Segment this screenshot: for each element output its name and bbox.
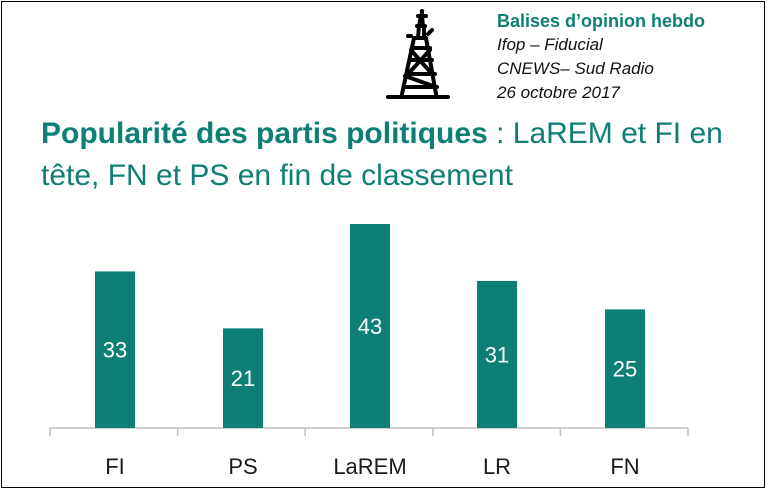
bar-value-label: 33: [103, 338, 127, 363]
headline-rest: : LaREM et FI en tête, FN et PS en fin d…: [41, 117, 723, 192]
report-source-media: CNEWS– Sud Radio: [497, 59, 654, 78]
bar-value-label: 25: [613, 357, 637, 382]
bar-fi: [95, 271, 135, 428]
report-date: 26 octobre 2017: [497, 83, 620, 102]
bar-fn: [605, 309, 645, 428]
category-label: FN: [610, 454, 639, 479]
headline-strong: Popularité des partis politiques: [41, 117, 488, 150]
category-label: LaREM: [333, 454, 406, 479]
category-label: PS: [228, 454, 257, 479]
bar-value-label: 43: [358, 314, 382, 339]
bar-larem: [350, 224, 390, 428]
report-title: Balises d’opinion hebdo: [497, 11, 706, 31]
report-header: Balises d’opinion hebdo Ifop – Fiducial …: [497, 9, 759, 105]
lighthouse-beacon-icon: [386, 9, 450, 99]
bar-ps: [223, 328, 263, 428]
chart-headline: Popularité des partis politiques : LaREM…: [41, 113, 751, 197]
category-label: FI: [105, 454, 125, 479]
bar-value-label: 21: [231, 366, 255, 391]
bar-lr: [477, 280, 517, 428]
category-label: LR: [483, 454, 511, 479]
bar-value-label: 31: [485, 342, 509, 367]
report-source-ifop: Ifop – Fiducial: [497, 35, 603, 54]
